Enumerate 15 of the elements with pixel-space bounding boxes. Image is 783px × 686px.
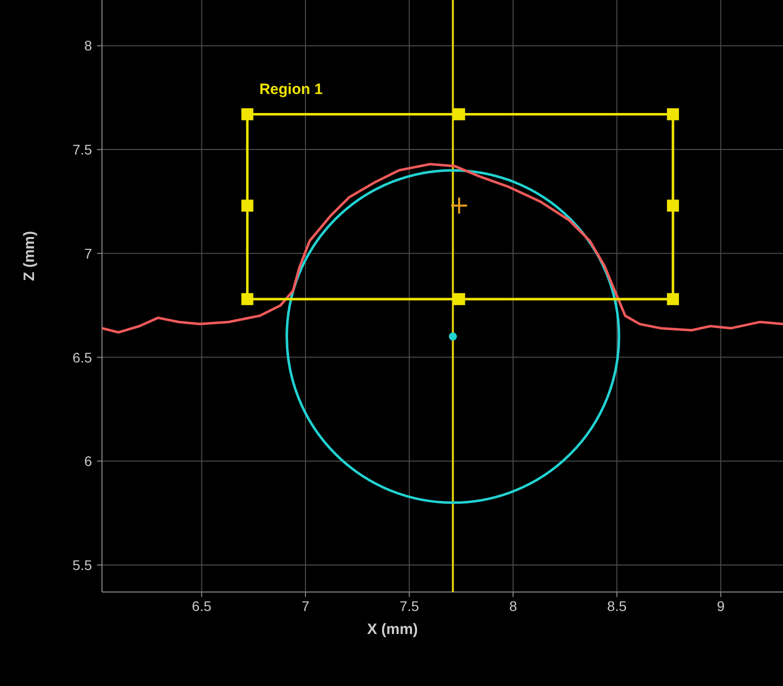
x-tick-label: 8 [509, 598, 518, 614]
y-tick-label: 7 [84, 245, 92, 262]
x-tick-label: 7 [302, 598, 310, 614]
y-tick-label: 5.5 [72, 556, 92, 573]
y-tick-label: 8 [84, 38, 92, 54]
x-axis-title: X (mm) [367, 621, 418, 638]
x-tick-label: 6.5 [192, 598, 212, 614]
x-tick-label: 7.5 [400, 598, 420, 614]
annotation: Region 1 [259, 81, 323, 98]
x-tick-label: 9 [716, 598, 725, 614]
y-axis-title: Z (mm) [21, 231, 38, 281]
y-tick-label: 6.5 [72, 349, 92, 366]
x-tick-label: 8.5 [607, 598, 627, 614]
y-tick-label: 6 [84, 453, 92, 470]
y-tick-label: 7.5 [72, 142, 92, 158]
